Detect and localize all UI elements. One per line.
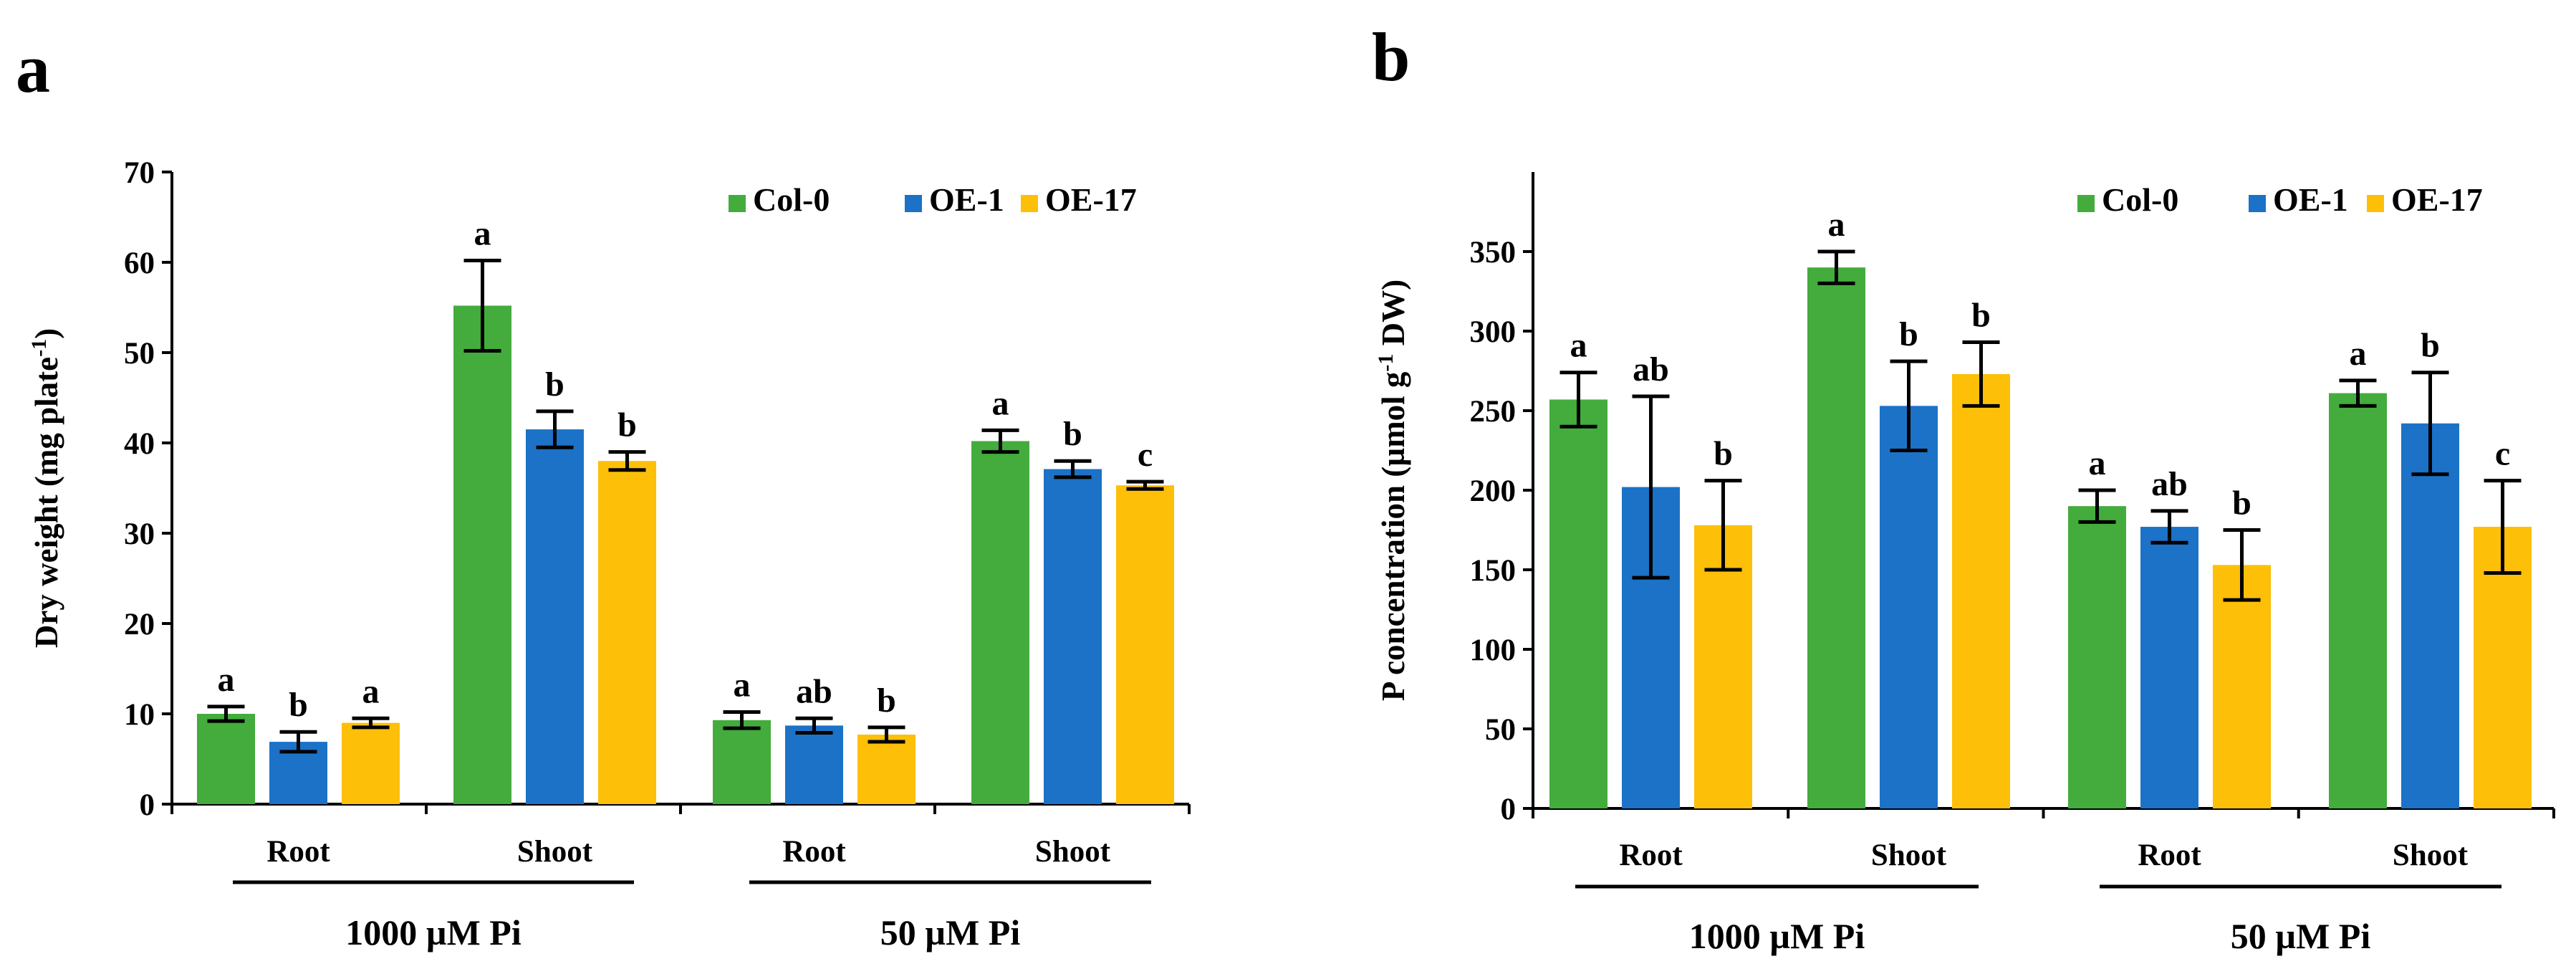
legend-label: OE-1 (2273, 181, 2348, 218)
y-tick-label: 30 (124, 517, 155, 551)
bar-col-0-4 (2329, 393, 2387, 808)
y-tick-label: 300 (1470, 315, 1517, 349)
bar-oe-17-4 (1116, 485, 1174, 804)
bar-oe-1-4 (1044, 469, 1102, 804)
y-tick-label: 250 (1470, 395, 1517, 429)
category-label: Root (2138, 839, 2201, 872)
bar-col-0-2 (1807, 267, 1865, 808)
chart-panel-a: 0 10 20 30 40 50 60 70 Dry weight (mg plate-1) a a… (27, 156, 1191, 952)
y-axis-title-main: Dry weight (mg plate (29, 357, 64, 648)
y-axis-title-tail: DW) (1375, 280, 1411, 354)
significance-letter: c (2495, 435, 2510, 473)
significance-letter: c (1138, 436, 1153, 474)
bar-oe-17-1 (342, 722, 400, 804)
bar-oe-1-4 (2401, 423, 2459, 808)
group-label: 1000 µM Pi (345, 912, 522, 952)
significance-letter: b (1899, 315, 1918, 353)
category-label: Shoot (1871, 839, 1947, 872)
bar-col-0-2 (453, 305, 511, 805)
bar-oe-1-3 (2140, 527, 2198, 808)
significance-letter: a (2089, 444, 2106, 482)
significance-letter: a (474, 214, 491, 252)
significance-letter: ab (2151, 465, 2188, 503)
y-tick-label: 0 (1501, 793, 1517, 826)
category-label: Root (1619, 839, 1683, 872)
bar-col-0-1 (1549, 399, 1607, 808)
panel-label-b: b (1372, 19, 1410, 95)
legend-swatch-col-0 (2077, 195, 2095, 212)
y-tick-label: 200 (1470, 474, 1517, 508)
y-tick-label: 50 (1485, 713, 1516, 747)
y-axis-title: P concentration (µmol g-1 DW) (1374, 280, 1411, 701)
bar-col-0-3 (2068, 506, 2126, 808)
significance-letter: a (992, 384, 1009, 422)
bar-col-0-1 (197, 714, 255, 804)
y-tick-label: 10 (124, 698, 155, 732)
y-tick-label: 60 (124, 247, 155, 280)
legend-swatch-oe-17 (2367, 195, 2384, 212)
y-tick-label: 100 (1470, 634, 1517, 667)
significance-letter: a (1828, 206, 1845, 244)
y-tick-label: 0 (140, 788, 155, 822)
significance-letter: a (362, 672, 380, 710)
group-label: 1000 µM Pi (1689, 916, 1865, 956)
significance-letter: b (2232, 484, 2251, 522)
y-tick-label: 20 (124, 608, 155, 641)
significance-letter: b (2421, 327, 2440, 365)
y-axis-title-superscript: -1 (27, 339, 51, 357)
y-tick-label: 40 (124, 427, 155, 461)
group-label: 50 µM Pi (880, 912, 1021, 952)
bar-oe-1-3 (785, 725, 843, 804)
bar-oe-17-3 (857, 734, 915, 804)
y-tick-label: 350 (1470, 236, 1517, 269)
significance-letter: ab (1633, 350, 1669, 388)
y-axis-title: Dry weight (mg plate-1) (27, 328, 64, 648)
bar-oe-17-2 (1952, 373, 2010, 808)
category-label: Shoot (2393, 839, 2469, 872)
category-label: Shoot (517, 835, 593, 869)
y-axis-title-superscript: -1 (1374, 354, 1398, 372)
significance-letter: b (617, 406, 637, 444)
significance-letter: b (877, 682, 896, 720)
y-tick-label: 70 (124, 156, 155, 190)
legend-label: OE-17 (2391, 181, 2483, 218)
legend-swatch-oe-17 (1021, 195, 1038, 212)
y-axis-title-tail: ) (29, 328, 64, 339)
category-label: Root (266, 835, 330, 869)
y-tick-label: 150 (1470, 554, 1517, 588)
significance-letter: b (1063, 415, 1082, 453)
legend-label: Col-0 (753, 181, 830, 218)
legend-swatch-col-0 (729, 195, 746, 212)
chart-panel-b: 0 50 100 150 200 250 300 350 P concentration (µm… (1374, 172, 2555, 956)
y-tick-label: 50 (124, 337, 155, 371)
bar-oe-17-3 (2213, 565, 2271, 808)
significance-letter: b (1971, 297, 1991, 335)
group-label: 50 µM Pi (2231, 916, 2371, 956)
significance-letter: b (289, 686, 308, 724)
bar-col-0-4 (971, 441, 1029, 804)
category-label: Shoot (1035, 835, 1111, 869)
bar-col-0-3 (713, 720, 771, 804)
significance-letter: b (545, 366, 564, 403)
significance-letter: ab (796, 672, 832, 710)
legend-label: Col-0 (2102, 181, 2178, 218)
bar-oe-1-2 (526, 429, 584, 804)
legend-label: OE-1 (929, 181, 1004, 218)
legend-swatch-oe-1 (905, 195, 922, 212)
category-label: Root (782, 835, 846, 869)
significance-letter: a (734, 666, 751, 704)
significance-letter: a (2350, 335, 2367, 373)
significance-letter: b (1714, 435, 1733, 473)
panel-label-a: a (16, 30, 50, 107)
bar-oe-17-1 (1694, 525, 1752, 808)
significance-letter: a (1570, 327, 1587, 365)
bar-oe-17-2 (598, 461, 656, 804)
legend-label: OE-17 (1045, 181, 1137, 218)
significance-letter: a (218, 661, 235, 699)
legend-swatch-oe-1 (2249, 195, 2266, 212)
y-axis-title-main: P concentration (µmol g (1375, 371, 1411, 701)
bar-oe-1-2 (1880, 406, 1938, 808)
